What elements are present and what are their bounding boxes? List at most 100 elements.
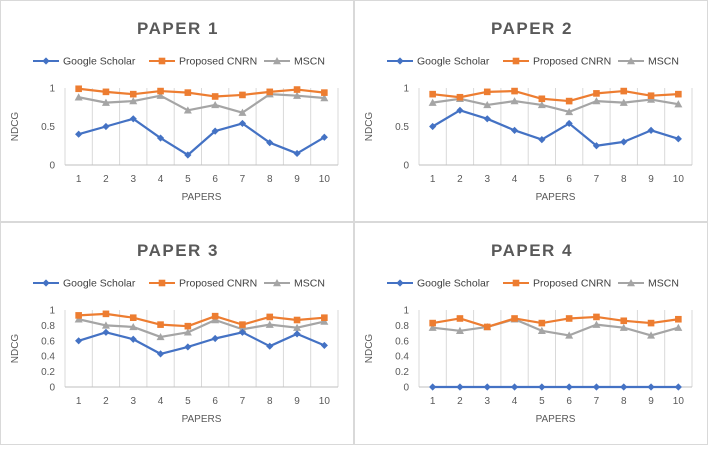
chart-panel-2: PAPER 2 Google Scholar Proposed CNRN MSCN 0 0… [354,0,708,222]
chart-panel-3: PAPER 3 Google Scholar Proposed CNRN MSCN 0 0… [0,222,354,445]
chart-panel-4: PAPER 4 Google Scholar Proposed CNRN MSCN 0 0… [354,222,708,445]
data-point [483,115,491,123]
legend-label: Google Scholar [63,278,136,290]
data-point [674,100,683,108]
data-point [293,323,302,331]
y-tick-label: 0.2 [395,367,409,378]
x-axis-title: PAPERS [536,414,576,425]
data-point [211,100,220,109]
data-point [211,93,219,100]
y-tick-label: 0.8 [395,321,409,332]
data-point [183,106,192,114]
gridlines [418,310,693,387]
legend: Google Scholar Proposed CNRN MSCN [387,278,679,290]
data-point [129,322,138,331]
y-tick-label: 1 [403,84,409,95]
y-tick-label: 1 [49,306,55,317]
legend-item: MSCN [618,56,679,68]
series-proposed-cnrn [75,310,328,330]
legend-item: MSCN [264,278,325,290]
data-point [510,383,519,391]
y-tick-label: 0 [49,161,55,172]
legend-item: Google Scholar [33,278,136,290]
data-point [266,342,274,350]
data-point [456,383,464,391]
series-proposed-cnrn [429,313,682,331]
legend-marker-diamond [42,279,50,287]
y-tick-label: 0 [403,383,409,394]
x-tick-label: 4 [158,396,164,407]
data-point [620,87,628,95]
x-tick-label: 1 [76,174,82,185]
data-point [75,312,82,319]
series-proposed-cnrn [75,85,328,100]
y-tick-label: 1 [403,306,409,317]
y-tick-label: 0 [403,161,409,172]
data-point [511,87,518,95]
data-point [293,86,301,93]
data-point [647,126,655,134]
data-point [266,88,274,96]
x-tick-label: 9 [648,396,654,407]
series-line [78,318,325,339]
series-proposed-cnrn [429,87,682,105]
series-line [432,97,679,113]
y-axis-title: NDCG [364,334,375,364]
data-point [565,383,573,391]
legend: Google Scholar Proposed CNRN MSCN [33,56,325,68]
data-point [538,95,546,103]
legend-item: Proposed CNRN [503,278,611,290]
data-point [321,314,328,321]
y-tick-label: 1 [49,84,55,95]
x-tick-label: 5 [539,396,545,407]
y-ticks: 0 0.2 0.4 0.6 0.8 1 [395,306,409,394]
legend-marker-triangle [627,279,635,287]
data-point [75,130,83,138]
data-point [593,90,600,97]
data-point [647,95,656,103]
x-tick-label: 10 [319,396,331,407]
legend-marker-triangle [273,57,281,65]
data-point [510,97,519,105]
data-point [129,97,138,105]
data-point [211,334,219,343]
data-point [184,151,192,159]
data-point [156,332,165,341]
series-google-scholar [429,383,682,391]
data-point [238,119,247,128]
data-point [293,91,302,99]
data-point [428,323,437,331]
x-tick-label: 1 [76,396,82,407]
y-tick-label: 0.4 [395,352,409,363]
data-point [429,383,437,391]
x-tick-label: 9 [648,174,654,185]
x-tick-label: 3 [130,396,136,407]
data-point [75,85,82,93]
y-axis-title: NDCG [364,112,375,142]
series-line [78,93,325,114]
legend-item: MSCN [264,56,325,68]
x-tick-label: 4 [512,174,518,185]
data-point [74,93,83,101]
series-line [78,87,325,98]
legend-marker-square [158,57,166,65]
series-line [432,109,679,147]
data-point [129,90,137,98]
data-point [483,383,491,391]
legend: Google Scholar Proposed CNRN MSCN [387,56,679,68]
legend-item: Google Scholar [33,56,136,68]
data-point [266,313,274,321]
legend-item: Proposed CNRN [149,278,257,290]
x-ticks: 1 2 3 4 5 6 7 8 9 10 [430,396,684,407]
data-point [239,321,246,328]
legend-marker-square [158,279,166,287]
chart-title: PAPER 2 [491,19,573,38]
data-point [510,126,519,134]
data-point [565,315,573,322]
legend-label: MSCN [648,56,679,68]
x-tick-label: 6 [212,396,218,407]
legend-label: Proposed CNRN [533,278,611,290]
